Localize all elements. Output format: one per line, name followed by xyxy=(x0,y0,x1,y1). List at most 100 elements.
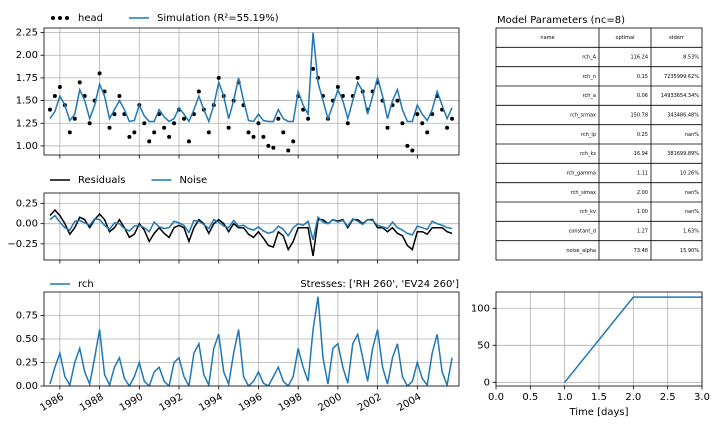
data-point xyxy=(196,89,201,94)
table-cell: rch_srmax xyxy=(570,113,596,119)
table-cell: nan% xyxy=(685,132,699,138)
data-point xyxy=(281,130,286,135)
data-point xyxy=(256,121,261,126)
table-cell: 116.24 xyxy=(631,55,649,61)
data-point xyxy=(271,145,276,150)
data-point xyxy=(107,125,112,130)
legend-label: Noise xyxy=(179,175,207,186)
parameter-table: name optimal stderr rch_A 116.24 8.53% rch_n 0.… xyxy=(495,27,703,261)
plot-area xyxy=(564,296,702,383)
table-cell: noise_alpha xyxy=(566,248,596,254)
table-cell: 150.78 xyxy=(631,113,649,119)
table-cell: 1.11 xyxy=(637,171,648,177)
series-line xyxy=(49,32,453,124)
plot-area xyxy=(49,208,453,257)
legend-label: head xyxy=(78,13,103,24)
data-point xyxy=(162,125,167,130)
data-point xyxy=(410,148,415,153)
data-point xyxy=(117,94,122,99)
y-tick-label: 1.75 xyxy=(16,73,38,84)
data-point xyxy=(216,75,221,80)
table-cell: rch_ks xyxy=(580,151,596,157)
data-point xyxy=(132,130,137,135)
data-point xyxy=(261,134,266,139)
data-point xyxy=(445,125,450,130)
table-cell: 343486.48% xyxy=(667,113,699,119)
table-cell: 0.15 xyxy=(637,74,648,80)
series-line xyxy=(564,296,702,383)
x-tick-label: 2004 xyxy=(396,392,424,414)
table-cell: rch_kv xyxy=(580,209,596,215)
x-tick-label: 2.5 xyxy=(660,392,676,403)
x-tick-label: 0.5 xyxy=(522,392,538,403)
table-cell: rch_a xyxy=(583,93,596,99)
y-tick-label: 1.00 xyxy=(16,141,38,152)
data-point xyxy=(112,112,117,117)
x-tick-label: 1990 xyxy=(118,392,146,414)
x-tick-label: 2.0 xyxy=(625,392,641,403)
y-tick-label: 2.00 xyxy=(16,50,38,61)
data-point xyxy=(167,134,172,139)
axes-frame xyxy=(495,291,703,387)
x-tick-label: 2000 xyxy=(316,392,344,414)
data-point xyxy=(77,80,82,85)
plot-area xyxy=(47,32,455,153)
legend-marker xyxy=(58,16,62,20)
y-tick-label: 0.50 xyxy=(16,334,38,345)
x-tick-label: 1.0 xyxy=(557,392,573,403)
series-line xyxy=(49,208,453,257)
table-cell: 1.27 xyxy=(637,229,648,235)
x-axis-label: Time [days] xyxy=(568,407,628,418)
x-tick-label: 3.0 xyxy=(694,392,710,403)
series-line xyxy=(49,296,453,386)
data-point xyxy=(226,125,231,130)
y-tick-label: 50 xyxy=(477,340,490,351)
y-tick-label: 0.25 xyxy=(16,198,38,209)
table-cell: 1.00 xyxy=(637,209,648,215)
data-point xyxy=(147,139,152,144)
data-point xyxy=(405,143,410,148)
data-point xyxy=(311,66,316,71)
data-point xyxy=(152,130,157,135)
data-point xyxy=(47,107,52,112)
data-point xyxy=(72,116,77,121)
table-cell: rch_A xyxy=(582,55,596,61)
table-cell: 16.94 xyxy=(634,151,648,157)
table-cell: rch_simax xyxy=(571,190,596,196)
data-point xyxy=(251,134,256,139)
table-cell: 10.26% xyxy=(680,171,699,177)
table-cell: 14933654.34% xyxy=(661,93,699,99)
data-point xyxy=(87,121,92,126)
axes-frame xyxy=(43,27,460,156)
x-tick-label: 1986 xyxy=(38,392,66,414)
y-tick-label: 0.00 xyxy=(16,381,38,392)
x-tick-label: 1996 xyxy=(237,392,265,414)
data-point xyxy=(425,130,430,135)
data-point xyxy=(335,84,340,89)
table-cell: rch_lp xyxy=(581,132,596,138)
table-cell: 2.00 xyxy=(637,190,648,196)
table-cell: nan% xyxy=(685,190,699,196)
data-point xyxy=(57,84,62,89)
table-cell: 73.48 xyxy=(634,248,648,254)
table-cell: 15.90% xyxy=(680,248,699,254)
x-tick-label: 2002 xyxy=(356,392,384,414)
data-point xyxy=(286,148,291,153)
table-cell: 0.25 xyxy=(637,132,648,138)
data-point xyxy=(181,116,186,121)
table-cell: constant_d xyxy=(569,229,596,235)
data-point xyxy=(127,134,132,139)
series-line xyxy=(49,214,453,241)
y-tick-label: 0.25 xyxy=(16,358,38,369)
column-header: optimal xyxy=(616,35,635,41)
data-point xyxy=(142,121,147,126)
y-tick-label: 1.25 xyxy=(16,118,38,129)
y-tick-label: −0.25 xyxy=(7,239,38,250)
table-cell: 7235999.62% xyxy=(664,74,699,80)
x-tick-label: 1988 xyxy=(78,392,106,414)
axes-frame xyxy=(43,192,460,261)
legend-label: Residuals xyxy=(78,175,125,186)
data-point xyxy=(450,116,455,121)
data-point xyxy=(400,121,405,126)
